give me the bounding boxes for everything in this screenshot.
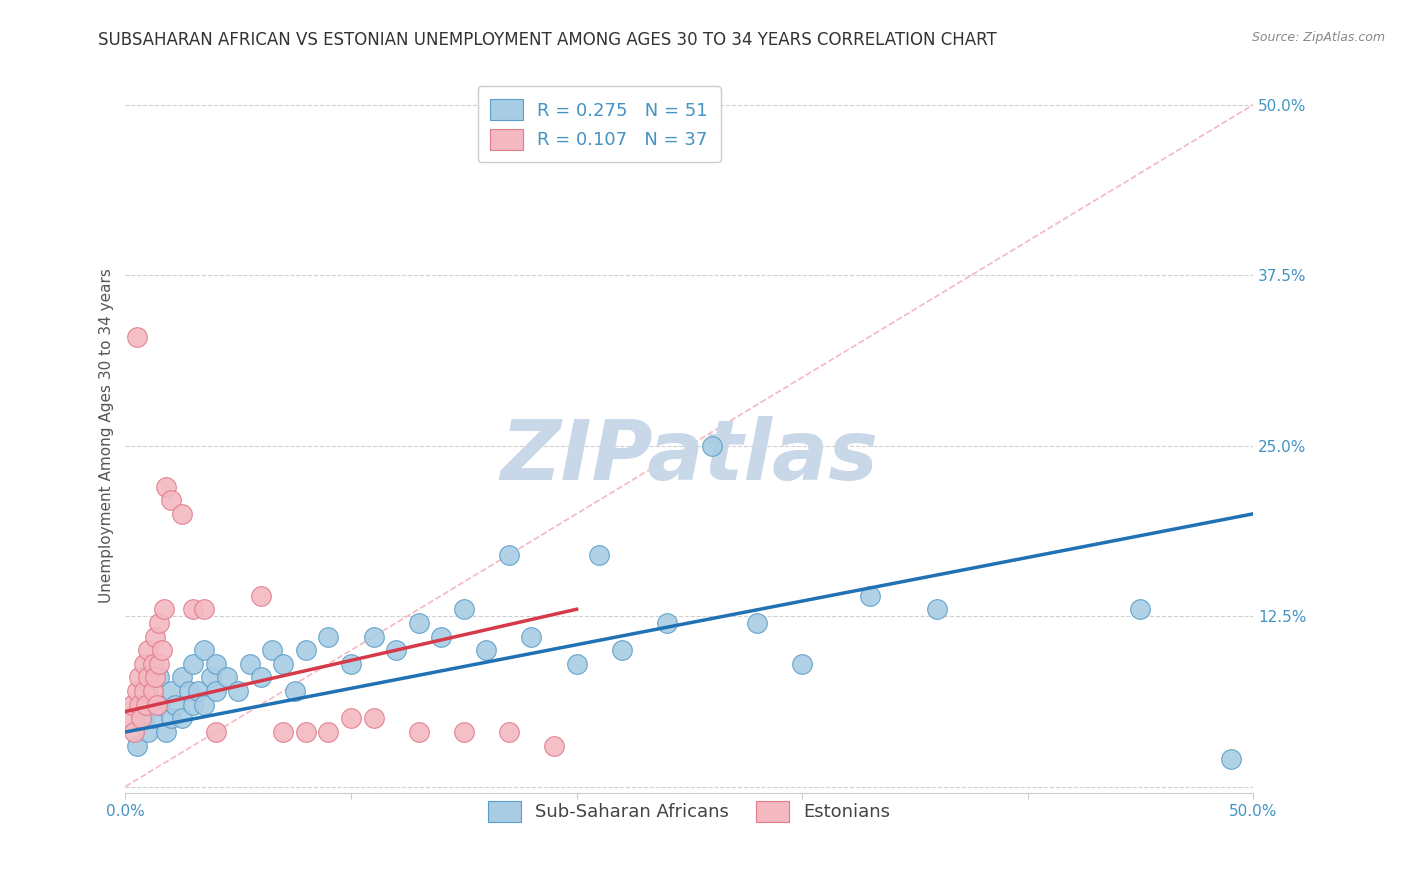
Point: [136, 725, 159, 739]
Point: [125, 329, 148, 343]
Point: [159, 493, 181, 508]
Point: [129, 711, 152, 725]
Point: [340, 711, 363, 725]
Point: [204, 657, 226, 671]
Point: [128, 670, 150, 684]
Point: [181, 602, 204, 616]
Point: [181, 657, 204, 671]
Point: [155, 479, 177, 493]
Point: [136, 670, 159, 684]
Point: [408, 615, 430, 630]
Point: [153, 602, 176, 616]
Point: [249, 589, 271, 603]
Point: [204, 725, 226, 739]
Point: [610, 643, 633, 657]
Point: [565, 657, 588, 671]
Point: [159, 711, 181, 725]
Point: [125, 684, 148, 698]
Point: [249, 670, 271, 684]
Point: [363, 711, 385, 725]
Point: [273, 657, 295, 671]
Point: [143, 630, 166, 644]
Point: [118, 711, 141, 725]
Point: [318, 725, 340, 739]
Point: [159, 684, 181, 698]
Point: [543, 739, 565, 753]
Point: [520, 630, 543, 644]
Point: [170, 507, 193, 521]
Point: [141, 657, 163, 671]
Point: [295, 725, 318, 739]
Point: [148, 657, 170, 671]
Point: [170, 670, 193, 684]
Point: [859, 589, 882, 603]
Point: [181, 698, 204, 712]
Point: [475, 643, 498, 657]
Point: [408, 725, 430, 739]
Point: [135, 698, 157, 712]
Point: [132, 684, 155, 698]
Point: [318, 630, 340, 644]
Legend: Sub-Saharan Africans, Estonians: Sub-Saharan Africans, Estonians: [475, 789, 903, 834]
Point: [273, 725, 295, 739]
Point: [136, 643, 159, 657]
Point: [141, 711, 163, 725]
Point: [498, 725, 520, 739]
Point: [498, 548, 520, 562]
Point: [193, 643, 215, 657]
Point: [136, 684, 159, 698]
Point: [124, 725, 146, 739]
Point: [148, 615, 170, 630]
Point: [143, 670, 166, 684]
Point: [792, 657, 814, 671]
Point: [148, 698, 170, 712]
Text: Source: ZipAtlas.com: Source: ZipAtlas.com: [1251, 31, 1385, 45]
Point: [200, 670, 222, 684]
Point: [1129, 602, 1152, 616]
Point: [745, 615, 768, 630]
Point: [284, 684, 307, 698]
Text: ZIPatlas: ZIPatlas: [501, 417, 879, 498]
Point: [385, 643, 408, 657]
Point: [588, 548, 610, 562]
Point: [295, 643, 318, 657]
Point: [132, 711, 155, 725]
Point: [121, 698, 143, 712]
Point: [128, 698, 150, 712]
Point: [430, 630, 453, 644]
Point: [927, 602, 949, 616]
Point: [700, 439, 723, 453]
Point: [453, 602, 475, 616]
Point: [655, 615, 678, 630]
Point: [155, 725, 177, 739]
Point: [204, 684, 226, 698]
Text: SUBSAHARAN AFRICAN VS ESTONIAN UNEMPLOYMENT AMONG AGES 30 TO 34 YEARS CORRELATIO: SUBSAHARAN AFRICAN VS ESTONIAN UNEMPLOYM…: [98, 31, 997, 49]
Point: [146, 698, 169, 712]
Point: [453, 725, 475, 739]
Point: [170, 711, 193, 725]
Point: [1219, 752, 1241, 766]
Point: [193, 698, 215, 712]
Point: [141, 684, 163, 698]
Point: [215, 670, 238, 684]
Point: [262, 643, 284, 657]
Point: [193, 602, 215, 616]
Point: [132, 657, 155, 671]
Point: [187, 684, 209, 698]
Point: [226, 684, 249, 698]
Point: [125, 739, 148, 753]
Point: [363, 630, 385, 644]
Point: [340, 657, 363, 671]
Point: [148, 670, 170, 684]
Point: [150, 643, 173, 657]
Point: [238, 657, 260, 671]
Y-axis label: Unemployment Among Ages 30 to 34 years: Unemployment Among Ages 30 to 34 years: [100, 268, 114, 603]
Point: [177, 684, 200, 698]
Point: [165, 698, 187, 712]
